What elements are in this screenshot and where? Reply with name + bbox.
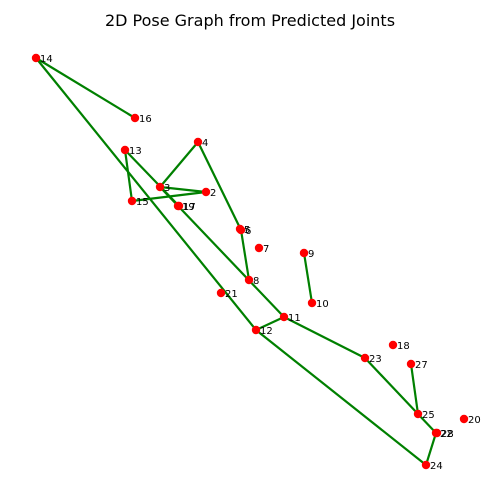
joint-label-9: 9 bbox=[308, 249, 314, 260]
edge-3-2 bbox=[159, 185, 207, 194]
edge-25-27 bbox=[409, 363, 420, 415]
edge-6-8 bbox=[239, 229, 251, 281]
joint-label-27: 27 bbox=[415, 360, 428, 371]
joint-label-12: 12 bbox=[260, 326, 273, 337]
joint-point-3 bbox=[155, 182, 165, 192]
joint-label-2: 2 bbox=[210, 188, 216, 199]
edge-14-12 bbox=[35, 57, 257, 331]
edges-layer bbox=[35, 57, 438, 466]
joint-point-10 bbox=[307, 298, 317, 308]
joint-label-13: 13 bbox=[129, 146, 142, 157]
joint-label-11: 11 bbox=[288, 313, 301, 324]
joint-label-10: 10 bbox=[316, 299, 329, 310]
joint-label-6: 6 bbox=[245, 226, 251, 237]
joint-point-9 bbox=[299, 248, 309, 258]
joint-label-8: 8 bbox=[253, 276, 259, 287]
joint-point-12 bbox=[251, 325, 261, 335]
edge-11-23 bbox=[283, 316, 366, 359]
joint-point-8 bbox=[244, 275, 254, 285]
joint-label-24: 24 bbox=[430, 461, 443, 472]
joint-point-4 bbox=[193, 137, 203, 147]
edge-25-22 bbox=[417, 413, 437, 434]
joint-point-2 bbox=[201, 187, 211, 197]
joint-label-3: 3 bbox=[164, 183, 170, 194]
chart-title: 2D Pose Graph from Predicted Joints bbox=[104, 11, 396, 30]
joint-label-21: 21 bbox=[225, 289, 238, 300]
points-layer bbox=[31, 53, 469, 470]
joint-label-18: 18 bbox=[397, 341, 410, 352]
joint-label-14: 14 bbox=[40, 54, 53, 65]
joint-point-16 bbox=[130, 113, 140, 123]
joint-point-11 bbox=[279, 312, 289, 322]
joint-label-16: 16 bbox=[139, 114, 152, 125]
joint-point-24 bbox=[421, 460, 431, 470]
labels-layer: 2345678910111213141516171819202122232425… bbox=[40, 54, 481, 472]
joint-point-19 bbox=[173, 201, 183, 211]
joint-point-23 bbox=[360, 353, 370, 363]
joint-point-27 bbox=[406, 359, 416, 369]
joint-label-25: 25 bbox=[422, 410, 435, 421]
joint-point-20 bbox=[459, 414, 469, 424]
joint-point-18 bbox=[388, 340, 398, 350]
joint-label-15: 15 bbox=[136, 197, 149, 208]
joint-point-6 bbox=[236, 225, 246, 235]
joint-label-5: 5 bbox=[244, 225, 250, 236]
edge-12-24 bbox=[255, 329, 427, 466]
joint-point-28 bbox=[432, 428, 442, 438]
edge-11-12 bbox=[255, 316, 285, 331]
edge-13-15 bbox=[123, 149, 134, 202]
joint-point-13 bbox=[120, 145, 130, 155]
joint-point-21 bbox=[216, 288, 226, 298]
joint-label-23: 23 bbox=[369, 354, 382, 365]
joint-point-15 bbox=[127, 196, 137, 206]
joint-label-19: 19 bbox=[182, 202, 195, 213]
joint-point-7 bbox=[254, 243, 264, 253]
edge-14-16 bbox=[35, 57, 136, 119]
edge-4-6 bbox=[197, 141, 242, 231]
joint-label-7: 7 bbox=[263, 244, 269, 255]
joint-label-28: 28 bbox=[441, 429, 454, 440]
edge-24-22 bbox=[424, 432, 438, 466]
edge-9-10 bbox=[302, 252, 314, 304]
joint-label-17: 17 bbox=[183, 202, 196, 213]
edge-23-25 bbox=[364, 357, 419, 415]
joint-label-4: 4 bbox=[202, 138, 208, 149]
edge-3-4 bbox=[159, 141, 199, 188]
joint-point-14 bbox=[31, 53, 41, 63]
joint-point-25 bbox=[413, 409, 423, 419]
joint-label-20: 20 bbox=[468, 415, 481, 426]
joint-label-22: 22 bbox=[440, 429, 453, 440]
